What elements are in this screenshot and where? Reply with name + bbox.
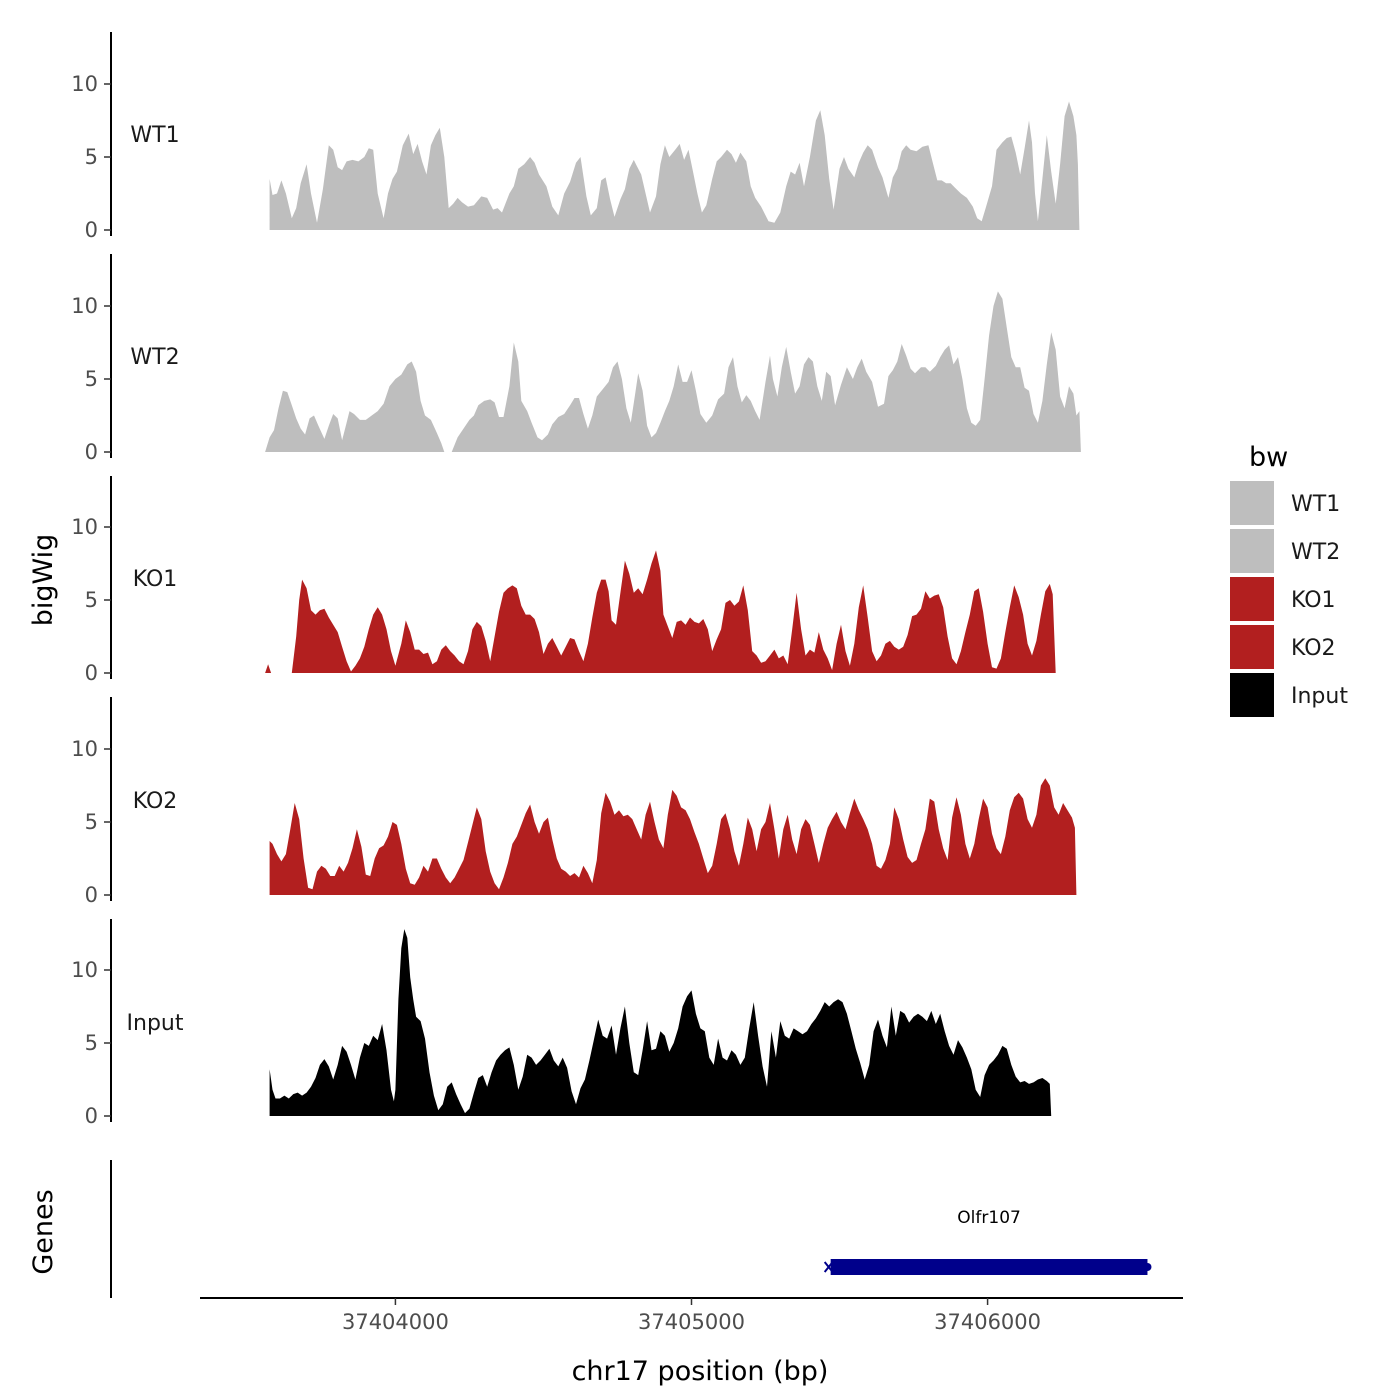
y-tick-label-wt1-5: 5: [85, 145, 98, 169]
gene-strand-marker-olfr107: [823, 1261, 834, 1273]
legend-label-ko1: KO1: [1291, 588, 1336, 613]
y-axis-title: bigWig: [28, 534, 59, 627]
y-tick-label-wt1-10: 10: [71, 72, 98, 96]
y-tick-label-ko1-10: 10: [71, 515, 98, 539]
y-tick-label-ko2-5: 5: [85, 810, 98, 834]
legend-label-input: Input: [1291, 684, 1348, 709]
gene-label-olfr107: Olfr107: [957, 1208, 1021, 1228]
legend-label-wt1: WT1: [1291, 492, 1340, 517]
y-tick-label-ko1-0: 0: [85, 661, 98, 685]
x-axis: 37404000 37405000 37406000: [200, 1297, 1183, 1334]
track-label-wt1: WT1: [130, 123, 179, 148]
legend-label-ko2: KO2: [1291, 636, 1336, 661]
y-tick-label-wt2-0: 0: [85, 440, 98, 464]
legend-swatch-ko2: [1230, 625, 1274, 669]
legend-item-input: Input: [1230, 673, 1348, 717]
gene-end-marker-olfr107: [1143, 1263, 1152, 1271]
gene-panel: Olfr107: [110, 1160, 1152, 1298]
track-label-wt2: WT2: [130, 345, 179, 370]
legend-item-ko1: KO1: [1230, 577, 1336, 621]
y-tick-label-ko2-0: 0: [85, 883, 98, 907]
y-tick-label-input-5: 5: [85, 1031, 98, 1055]
area-ko1-segment-0: [265, 664, 272, 673]
track-wt2: 0 5 10 WT2: [71, 254, 1081, 464]
legend-swatch-input: [1230, 673, 1274, 717]
area-ko1-segment-1: [291, 550, 1056, 673]
legend: bw WT1 WT2 KO1 KO2 Input: [1230, 442, 1348, 717]
y-tick-label-ko1-5: 5: [85, 588, 98, 612]
signal-tracks: 0 5 10 WT1 0 5 10 WT2 0 5 10 KO1 0 5 10 KO2 0 5 10 Input: [71, 32, 1081, 1128]
x-tick-label-37405000: 37405000: [638, 1310, 745, 1334]
legend-item-wt2: WT2: [1230, 529, 1340, 573]
legend-item-wt1: WT1: [1230, 481, 1340, 525]
y-tick-label-ko2-10: 10: [71, 737, 98, 761]
y-tick-label-wt1-0: 0: [85, 218, 98, 242]
x-axis-title: chr17 position (bp): [572, 1356, 829, 1387]
area-ko2-segment-0: [269, 778, 1077, 895]
y-tick-label-input-0: 0: [85, 1104, 98, 1128]
y-tick-label-input-10: 10: [71, 958, 98, 982]
legend-label-wt2: WT2: [1291, 540, 1340, 565]
x-tick-label-37406000: 37406000: [934, 1310, 1041, 1334]
y-tick-label-wt2-5: 5: [85, 367, 98, 391]
legend-swatch-wt2: [1230, 529, 1274, 573]
track-ko2: 0 5 10 KO2: [71, 697, 1077, 907]
x-tick-label-37404000: 37404000: [342, 1310, 449, 1334]
legend-swatch-ko1: [1230, 577, 1274, 621]
area-input-segment-0: [269, 929, 1052, 1116]
area-wt1-segment-0: [269, 101, 1080, 230]
legend-title: bw: [1249, 442, 1288, 473]
area-wt2-segment-0: [265, 291, 1081, 452]
track-label-ko1: KO1: [133, 567, 178, 592]
track-label-input: Input: [127, 1011, 184, 1036]
track-label-ko2: KO2: [133, 789, 178, 814]
track-ko1: 0 5 10 KO1: [71, 476, 1056, 685]
legend-item-ko2: KO2: [1230, 625, 1336, 669]
track-wt1: 0 5 10 WT1: [71, 32, 1080, 242]
track-input: 0 5 10 Input: [71, 919, 1052, 1128]
genes-axis-title: Genes: [28, 1189, 59, 1274]
y-tick-label-wt2-10: 10: [71, 294, 98, 318]
gene-body-olfr107: [830, 1259, 1148, 1275]
legend-swatch-wt1: [1230, 481, 1274, 525]
